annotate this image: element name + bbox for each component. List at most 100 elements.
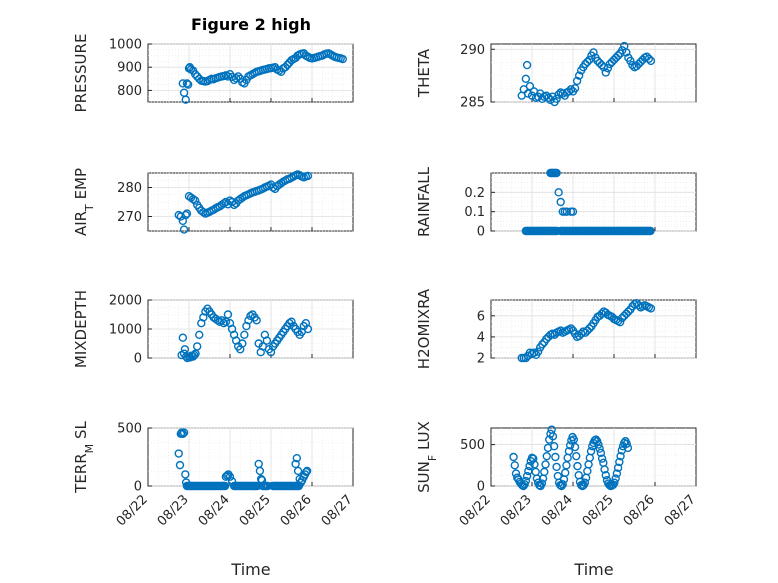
data-point xyxy=(257,476,267,485)
y-tick-label: 0 xyxy=(477,225,485,240)
data-point xyxy=(231,74,241,83)
data-point xyxy=(179,225,189,234)
data-point xyxy=(583,57,592,67)
data-point xyxy=(616,451,625,461)
data-point xyxy=(552,462,561,472)
data-point xyxy=(566,324,576,333)
data-point xyxy=(303,324,313,334)
subplot-7: 0 500 08/22 08/23 08/24 08/25 08/26 08/27 TERRM … xyxy=(72,421,356,530)
data-point xyxy=(255,466,265,476)
data-point xyxy=(554,188,563,197)
data-point xyxy=(181,95,190,104)
data-point xyxy=(594,440,603,449)
data-point xyxy=(537,479,547,488)
data-point xyxy=(182,209,192,218)
data-point xyxy=(596,448,606,458)
data-point xyxy=(525,461,534,471)
data-point xyxy=(181,210,190,220)
series-points xyxy=(509,425,633,491)
subplot-6: 2 4 6 H2OMIXRA xyxy=(415,288,697,369)
data-point xyxy=(527,91,537,100)
y-tick-label: 270 xyxy=(117,210,142,225)
data-point xyxy=(529,454,538,463)
data-point xyxy=(252,316,261,325)
data-point xyxy=(533,347,543,356)
data-point xyxy=(291,459,300,469)
y-tick-label: 0.1 xyxy=(464,205,485,220)
data-point xyxy=(603,64,613,73)
data-point xyxy=(529,348,539,357)
data-point xyxy=(221,472,231,481)
data-point xyxy=(281,62,290,72)
y-tick-label: 4 xyxy=(477,330,485,345)
y-tick-label: 6 xyxy=(477,309,485,324)
data-point xyxy=(613,463,623,472)
subplot-5: 0 1000 2000 MIXDEPTH xyxy=(72,290,354,368)
subplot-4: 0 0.1 0.2 RAINFALL xyxy=(415,166,697,240)
data-point xyxy=(221,317,231,326)
data-point xyxy=(521,74,531,84)
data-point xyxy=(586,447,596,456)
data-point xyxy=(646,226,655,236)
data-point xyxy=(580,478,590,487)
data-point xyxy=(183,80,193,89)
subplot-3: 270 280 AIRT EMP xyxy=(72,168,354,236)
data-point xyxy=(538,340,547,349)
data-point xyxy=(646,304,656,313)
data-point xyxy=(591,435,601,444)
data-point xyxy=(525,81,535,91)
data-point xyxy=(338,54,347,64)
x-tick-label: 08/26 xyxy=(278,492,315,529)
data-point xyxy=(181,470,190,479)
y-axis-label: THETA xyxy=(415,48,433,98)
data-point xyxy=(564,447,574,456)
data-point xyxy=(573,461,582,471)
data-point xyxy=(597,309,606,318)
y-tick-label: 500 xyxy=(117,422,142,437)
data-point xyxy=(597,454,607,463)
y-tick-label: 0 xyxy=(134,480,142,495)
data-point xyxy=(556,197,565,207)
y-tick-label: 0 xyxy=(477,480,485,495)
data-point xyxy=(574,71,584,80)
data-point xyxy=(565,441,575,450)
x-tick-label: 08/26 xyxy=(621,492,658,529)
y-tick-label: 2 xyxy=(477,352,485,367)
data-point xyxy=(634,301,643,310)
figure-title: Figure 2 high xyxy=(191,15,311,34)
data-point xyxy=(522,60,532,70)
y-tick-label: 500 xyxy=(460,438,485,453)
y-tick-label: 290 xyxy=(460,43,485,58)
data-point xyxy=(623,443,633,453)
x-tick-label: 08/27 xyxy=(662,492,699,529)
data-point xyxy=(570,84,580,93)
data-point xyxy=(302,466,312,476)
data-point xyxy=(223,310,233,319)
data-point xyxy=(519,481,528,491)
data-point xyxy=(177,428,186,437)
data-point xyxy=(572,451,581,461)
data-point xyxy=(558,480,567,489)
y-axis-label: PRESSURE xyxy=(72,34,90,113)
data-point xyxy=(549,442,559,451)
data-point xyxy=(509,452,518,462)
subplot-1: 800 900 1000 PRESSURE xyxy=(72,34,354,113)
data-point xyxy=(611,474,620,483)
series-points xyxy=(174,170,313,234)
data-point xyxy=(615,317,625,327)
data-point xyxy=(556,326,565,335)
data-point xyxy=(612,469,622,478)
data-point xyxy=(181,478,191,487)
data-point xyxy=(178,79,188,88)
y-tick-label: 0 xyxy=(134,352,142,367)
x-tick-label: 08/23 xyxy=(155,492,192,529)
data-point xyxy=(192,342,202,351)
data-point xyxy=(601,471,610,480)
data-point xyxy=(283,60,292,70)
data-point xyxy=(562,207,572,216)
data-point xyxy=(227,477,237,486)
data-point xyxy=(287,317,296,326)
data-point xyxy=(238,339,247,348)
data-point xyxy=(513,473,522,482)
data-point xyxy=(628,60,637,70)
